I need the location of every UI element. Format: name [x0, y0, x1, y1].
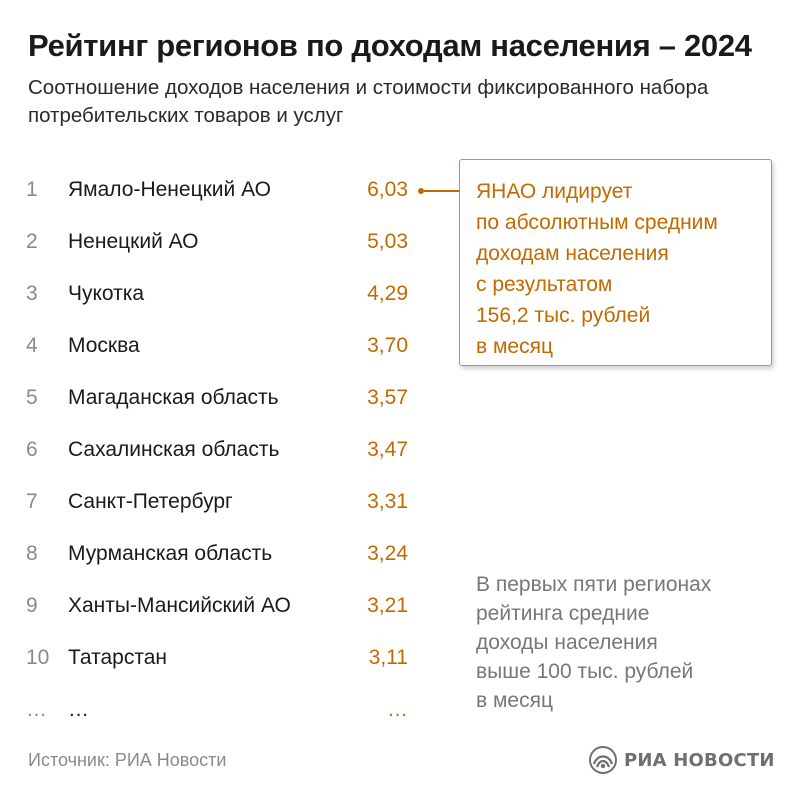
- row-value: 3,24: [367, 542, 408, 565]
- row-value: 3,31: [367, 490, 408, 513]
- source-text: Источник: РИА Новости: [28, 750, 227, 770]
- row-region-name: Чукотка: [68, 282, 145, 305]
- row-value: 3,47: [367, 438, 408, 461]
- row-region-name: Ненецкий АО: [68, 230, 199, 253]
- row-value: 3,11: [368, 646, 408, 669]
- callout-line: ЯНАО лидирует: [476, 180, 633, 203]
- row-rank: 6: [26, 438, 38, 461]
- table-row: 3 Чукотка 4,29: [0, 270, 440, 322]
- table-row: 10 Татарстан 3,11: [0, 634, 440, 686]
- row-value: 5,03: [367, 230, 408, 253]
- callout-line: доходам населения: [476, 242, 669, 265]
- row-value: 3,70: [367, 334, 408, 357]
- note-line: В первых пяти регионах: [476, 573, 712, 596]
- row-rank: 4: [26, 334, 38, 357]
- callout-line: по абсолютным средним: [476, 211, 718, 234]
- callout-line: с результатом: [476, 273, 613, 296]
- table-row: 4 Москва 3,70: [0, 322, 440, 374]
- note-line: в месяц: [476, 689, 554, 712]
- table-row: 6 Сахалинская область 3,47: [0, 426, 440, 478]
- table-row: 1 Ямало-Ненецкий АО 6,03: [0, 166, 440, 218]
- table-row: 2 Ненецкий АО 5,03: [0, 218, 440, 270]
- row-rank: 9: [26, 594, 38, 617]
- table-row: 7 Санкт-Петербург 3,31: [0, 478, 440, 530]
- row-rank: 1: [26, 178, 38, 201]
- table-row: 9 Ханты-Мансийский АО 3,21: [0, 582, 440, 634]
- footnote-text: В первых пяти регионах рейтинга средние до…: [476, 570, 776, 715]
- ria-logo: РИА НОВОСТИ: [588, 744, 775, 776]
- callout-line: в месяц: [476, 335, 554, 358]
- row-rank: 8: [26, 542, 38, 565]
- row-region-name: …: [68, 698, 89, 721]
- row-region-name: Москва: [68, 334, 140, 357]
- page-subtitle: Соотношение доходов населения и стоимост…: [28, 76, 709, 127]
- row-region-name: Санкт-Петербург: [68, 490, 233, 513]
- row-rank: …: [26, 698, 47, 721]
- callout-line: 156,2 тыс. рублей: [476, 304, 651, 327]
- ria-logo-text: РИА НОВОСТИ: [624, 749, 775, 771]
- note-line: доходы населения: [476, 631, 658, 654]
- row-value: 4,29: [367, 282, 408, 305]
- callout-marker-dot: [418, 188, 424, 194]
- callout-box: ЯНАО лидирует по абсолютным средним дохода…: [459, 159, 772, 366]
- row-rank: 3: [26, 282, 38, 305]
- note-line: рейтинга средние: [476, 602, 650, 625]
- row-region-name: Мурманская область: [68, 542, 273, 565]
- note-line: выше 100 тыс. рублей: [476, 660, 694, 683]
- row-region-name: Татарстан: [68, 646, 168, 669]
- row-value: 3,57: [367, 386, 408, 409]
- row-rank: 5: [26, 386, 38, 409]
- row-region-name: Ямало-Ненецкий АО: [68, 178, 271, 201]
- row-value: 6,03: [367, 178, 408, 201]
- row-rank: 10: [26, 646, 50, 669]
- row-region-name: Магаданская область: [68, 386, 279, 409]
- callout-leader-line: [424, 190, 460, 192]
- row-rank: 2: [26, 230, 38, 253]
- row-region-name: Ханты-Мансийский АО: [68, 594, 291, 617]
- row-rank: 7: [26, 490, 38, 513]
- table-row: … … …: [0, 686, 440, 738]
- table-row: 5 Магаданская область 3,57: [0, 374, 440, 426]
- ria-logo-icon: [589, 746, 617, 774]
- table-row: 8 Мурманская область 3,24: [0, 530, 440, 582]
- row-value: 3,21: [367, 594, 408, 617]
- page-title: Рейтинг регионов по доходам населения – …: [28, 28, 752, 63]
- row-region-name: Сахалинская область: [68, 438, 280, 461]
- row-value: …: [387, 698, 408, 721]
